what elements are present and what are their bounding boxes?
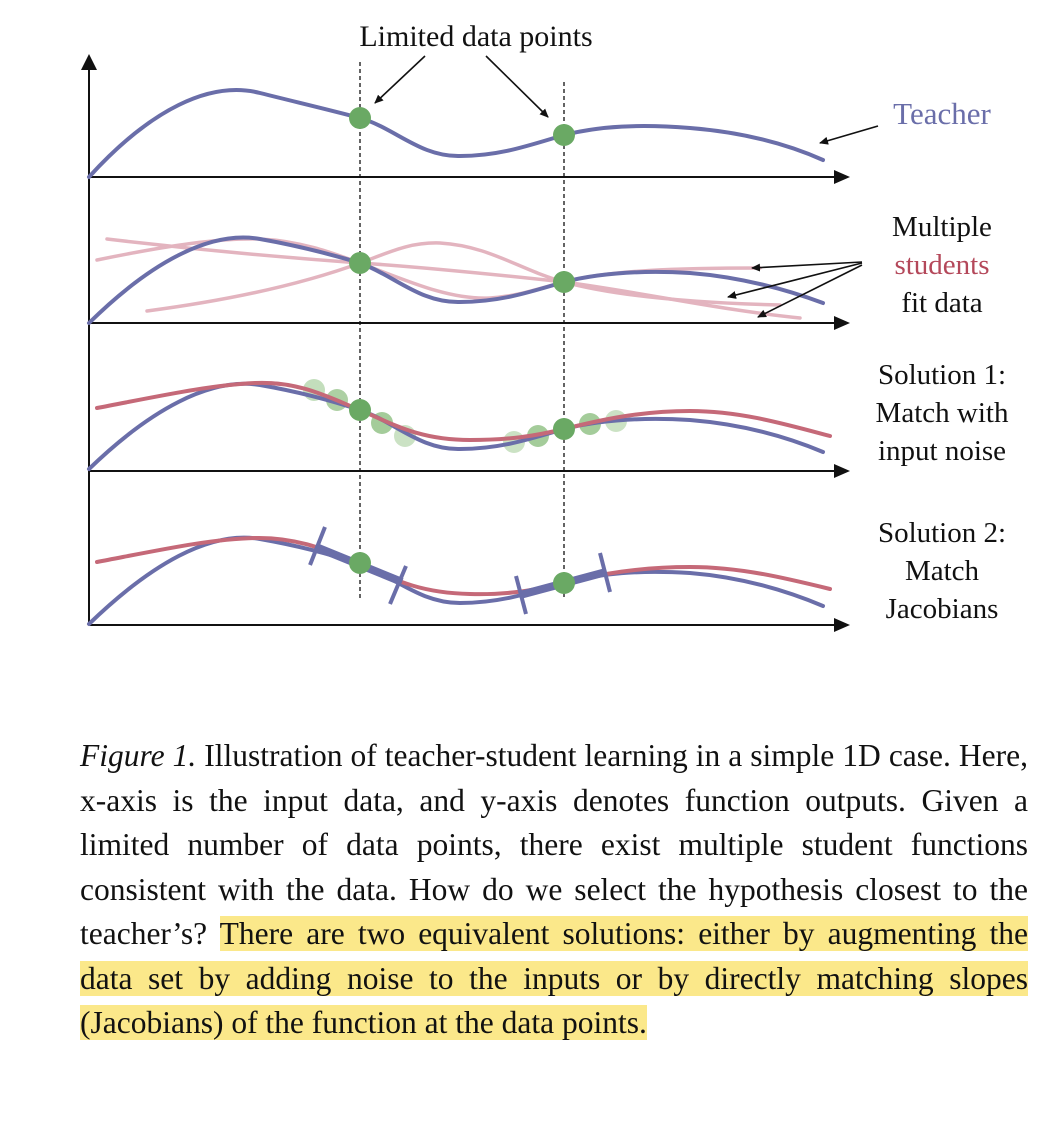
panel-2-students: Multiple students fit data [87,211,992,325]
students-pointer-arrow [727,262,863,299]
teacher-pointer-arrow [819,125,879,145]
teacher-curve [87,381,825,471]
teacher-student-figure: Limited data points Teacher Multiple stu… [81,20,1009,632]
panel-3-input-noise: Solution 1: Match with input noise [87,359,1009,471]
student-curve [95,535,832,597]
panel-2-label-line-3: fit data [901,287,982,319]
panel-2-label-line-1: Multiple [892,211,992,243]
pointer-arrow [485,55,549,118]
panel-3-label-line-1: Solution 1: [878,359,1006,391]
figure-caption: Figure 1. Illustration of teacher-studen… [80,734,1029,1046]
teacher-label: Teacher [893,96,991,131]
panel-2-label-line-2: students [894,249,989,281]
limited-data-points-label: Limited data points [359,20,592,53]
panel-4-jacobians: Solution 2: Match Jacobians [87,517,1006,626]
jacobian-tick [308,526,327,566]
x-axis-arrow-icon [834,316,850,330]
caption-highlighted-text: There are two equivalent solutions: eith… [80,916,1029,1040]
panel-3-label-line-3: input noise [878,435,1006,467]
pointer-arrow [374,55,426,104]
students-pointer-arrow [751,261,863,272]
student-curve [95,380,832,443]
panel-4-label-line-3: Jacobians [886,593,999,625]
caption-label: Figure 1. [80,738,197,773]
jacobian-tick [598,552,612,593]
panel-4-label-line-1: Solution 2: [878,517,1006,549]
x-axis-arrow-icon [834,464,850,478]
teacher-curve [87,235,825,325]
data-point [553,572,575,594]
x-axis-arrow-icon [834,170,850,184]
y-axis-arrow-icon [81,54,97,70]
data-point [349,252,371,274]
teacher-curve [87,88,825,179]
data-point [553,124,575,146]
data-point [553,271,575,293]
teacher-curve [87,535,825,626]
panel-4-label-line-2: Match [905,555,980,587]
x-axis-arrow-icon [834,618,850,632]
jacobian-tick [388,565,408,605]
data-point [349,107,371,129]
jacobian-tick [514,575,528,615]
data-point [349,552,371,574]
students-pointer-arrow [757,264,863,318]
caption-text: Illustration of teacher-student learning… [80,738,1028,951]
data-point [553,418,575,440]
student-curve-faint [105,237,802,320]
panel-3-label-line-2: Match with [876,397,1009,429]
data-point [349,399,371,421]
panel-1-teacher: Teacher [87,88,991,179]
student-curve-faint [145,241,782,313]
